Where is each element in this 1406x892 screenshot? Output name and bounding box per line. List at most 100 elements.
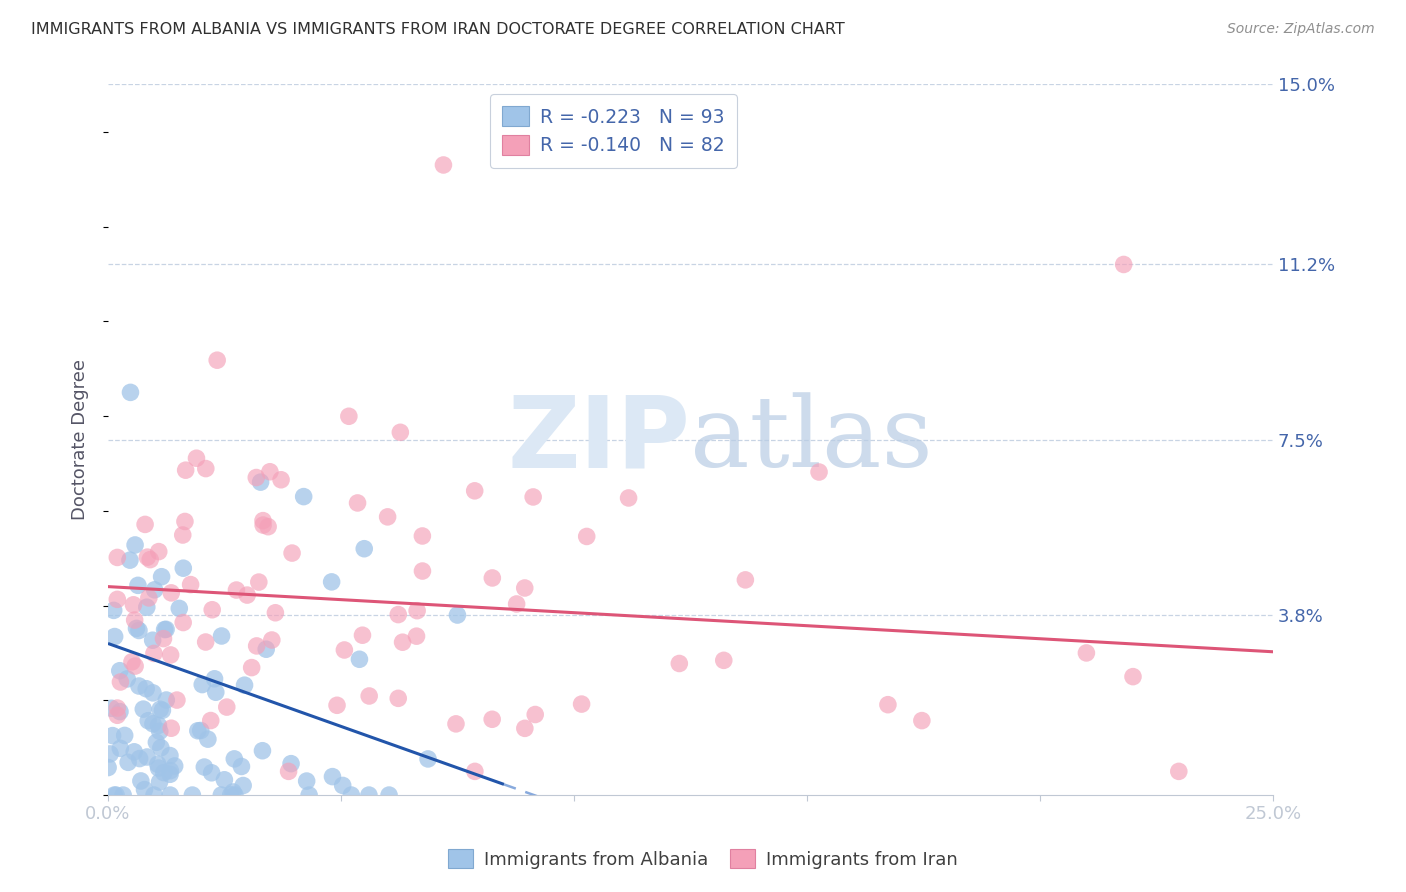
Point — [138, 591, 160, 605]
Point — [187, 723, 209, 738]
Point — [321, 770, 343, 784]
Point — [98, 747, 121, 761]
Point — [416, 752, 439, 766]
Point — [112, 788, 135, 802]
Point — [352, 628, 374, 642]
Point — [197, 732, 219, 747]
Point — [200, 714, 222, 728]
Point — [387, 607, 409, 622]
Point — [292, 490, 315, 504]
Point — [252, 518, 274, 533]
Point — [114, 728, 136, 742]
Point — [134, 782, 156, 797]
Point — [668, 657, 690, 671]
Point — [139, 552, 162, 566]
Point — [108, 705, 131, 719]
Point — [204, 685, 226, 699]
Point — [1122, 670, 1144, 684]
Point — [166, 693, 188, 707]
Point — [136, 714, 159, 728]
Point — [136, 550, 159, 565]
Point — [117, 756, 139, 770]
Point — [211, 629, 233, 643]
Point — [152, 703, 174, 717]
Point — [224, 788, 246, 802]
Text: ZIP: ZIP — [508, 392, 690, 488]
Point — [446, 608, 468, 623]
Point — [193, 760, 215, 774]
Point — [103, 603, 125, 617]
Point — [143, 788, 166, 802]
Point — [481, 571, 503, 585]
Point — [146, 757, 169, 772]
Point — [103, 788, 125, 802]
Point — [252, 744, 274, 758]
Point — [346, 496, 368, 510]
Point — [122, 598, 145, 612]
Point — [105, 701, 128, 715]
Point — [505, 597, 527, 611]
Point — [359, 689, 381, 703]
Point — [142, 716, 165, 731]
Point — [215, 700, 238, 714]
Point — [201, 603, 224, 617]
Point — [125, 621, 148, 635]
Point — [225, 582, 247, 597]
Point — [159, 648, 181, 662]
Point — [127, 578, 149, 592]
Point — [115, 672, 138, 686]
Point — [150, 570, 173, 584]
Legend: Immigrants from Albania, Immigrants from Iran: Immigrants from Albania, Immigrants from… — [441, 841, 965, 876]
Point — [281, 546, 304, 560]
Point — [101, 729, 124, 743]
Point — [277, 764, 299, 779]
Point — [160, 721, 183, 735]
Point — [231, 759, 253, 773]
Point — [1076, 646, 1098, 660]
Point — [172, 615, 194, 630]
Point — [97, 760, 120, 774]
Point — [142, 647, 165, 661]
Point — [236, 588, 259, 602]
Point — [513, 722, 536, 736]
Point — [333, 643, 356, 657]
Point — [389, 425, 412, 440]
Point — [191, 677, 214, 691]
Point — [142, 686, 165, 700]
Point — [149, 724, 172, 739]
Point — [143, 582, 166, 597]
Point — [128, 679, 150, 693]
Point — [411, 564, 433, 578]
Point — [432, 158, 454, 172]
Point — [481, 712, 503, 726]
Point — [444, 717, 467, 731]
Point — [180, 577, 202, 591]
Point — [254, 642, 277, 657]
Point — [186, 451, 208, 466]
Point — [110, 675, 132, 690]
Point — [270, 473, 292, 487]
Point — [160, 586, 183, 600]
Point — [155, 693, 177, 707]
Point — [148, 761, 170, 775]
Point — [118, 553, 141, 567]
Point — [142, 633, 165, 648]
Point — [298, 788, 321, 802]
Point — [524, 707, 547, 722]
Point — [105, 708, 128, 723]
Point — [194, 461, 217, 475]
Point — [513, 581, 536, 595]
Point — [1112, 257, 1135, 271]
Point — [222, 785, 245, 799]
Point — [571, 697, 593, 711]
Point — [135, 600, 157, 615]
Point — [406, 604, 429, 618]
Point — [387, 691, 409, 706]
Point — [100, 701, 122, 715]
Point — [245, 470, 267, 484]
Point — [121, 655, 143, 669]
Legend: R = -0.223   N = 93, R = -0.140   N = 82: R = -0.223 N = 93, R = -0.140 N = 82 — [491, 94, 737, 168]
Point — [575, 529, 598, 543]
Point — [877, 698, 900, 712]
Point — [391, 635, 413, 649]
